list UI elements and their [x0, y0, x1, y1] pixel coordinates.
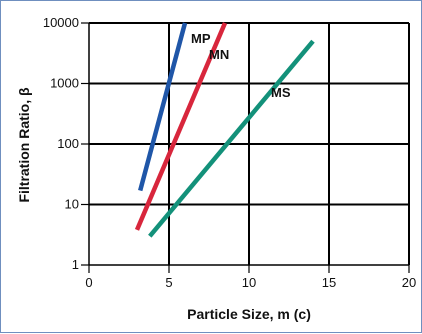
series-lines	[134, 22, 315, 238]
y-tick-label-2: 100	[57, 136, 79, 151]
x-tick-label-0: 0	[85, 275, 92, 290]
tick-labels: 1 10 100 1000 10000 0 5 10 15 20	[43, 15, 416, 290]
axes	[81, 22, 410, 273]
y-axis-title: Filtration Ratio, β	[16, 87, 32, 203]
series-line-mn	[134, 22, 228, 231]
series-label-ms: MS	[271, 85, 291, 100]
series-line-ms	[148, 39, 315, 238]
series-label-mp: MP	[191, 31, 211, 46]
series-label-mn: MN	[209, 47, 229, 62]
x-tick-label-1: 5	[165, 275, 172, 290]
y-tick-label-0: 1	[72, 257, 79, 272]
x-tick-label-4: 20	[402, 275, 416, 290]
series-line-mp	[138, 22, 188, 192]
x-axis-title: Particle Size, m (c)	[187, 306, 311, 322]
x-tick-label-2: 10	[242, 275, 256, 290]
y-tick-label-3: 1000	[50, 76, 79, 91]
grid-lines	[89, 22, 410, 265]
x-tick-label-3: 15	[322, 275, 336, 290]
y-tick-label-4: 10000	[43, 15, 79, 30]
y-tick-label-1: 10	[65, 197, 79, 212]
